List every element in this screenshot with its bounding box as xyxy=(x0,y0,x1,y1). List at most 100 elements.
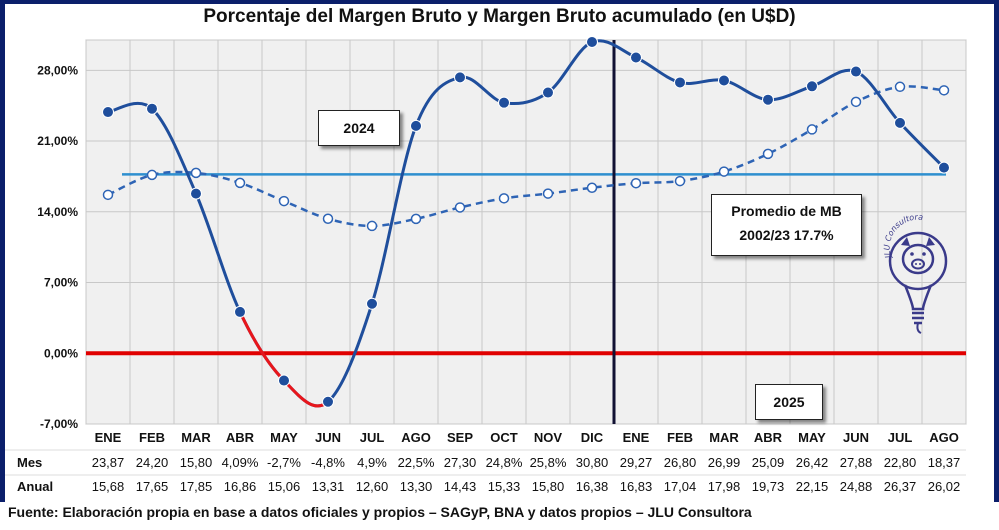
table-cell-mes: 29,27 xyxy=(620,455,653,470)
series-mes-point xyxy=(674,76,686,89)
x-tick-label: ENE xyxy=(95,430,122,445)
table-cell-mes: -4,8% xyxy=(311,455,345,470)
table-cell-anual: 16,83 xyxy=(620,479,653,494)
x-tick-label: ABR xyxy=(226,430,255,445)
x-tick-label: JUL xyxy=(360,430,385,445)
series-mes-point xyxy=(498,96,510,109)
series-anual-point xyxy=(674,175,686,187)
series-anual-point xyxy=(806,124,818,135)
table-cell-anual: 15,33 xyxy=(488,479,521,494)
table-cell-mes: 27,88 xyxy=(840,455,873,470)
series-anual-point xyxy=(630,177,642,189)
table-cell-mes: 25,09 xyxy=(752,455,785,470)
series-anual-point xyxy=(102,189,114,201)
table-cell-mes: 27,30 xyxy=(444,455,477,470)
series-mes-point xyxy=(586,36,598,49)
series-mes-point xyxy=(102,106,114,119)
y-tick-label: 7,00% xyxy=(44,276,78,290)
table-cell-anual: 19,73 xyxy=(752,479,785,494)
table-cell-anual: 26,37 xyxy=(884,479,917,494)
x-tick-label: ENE xyxy=(623,430,650,445)
series-anual-point xyxy=(366,220,378,232)
series-anual-point xyxy=(938,85,950,96)
series-mes-point xyxy=(234,305,246,318)
table-cell-anual: 14,43 xyxy=(444,479,477,494)
average-annotation-line2: 2002/23 17.7% xyxy=(739,227,834,243)
table-cell-mes: 30,80 xyxy=(576,455,609,470)
table-cell-anual: 15,06 xyxy=(268,479,301,494)
pig-lightbulb-icon: JLU Consultora xyxy=(883,212,948,334)
series-mes-point xyxy=(146,102,158,115)
series-mes-point xyxy=(850,65,862,78)
chart-panel: Porcentaje del Margen Bruto y Margen Bru… xyxy=(5,4,994,502)
table-cell-mes: 23,87 xyxy=(92,455,125,470)
table-cell-anual: 16,38 xyxy=(576,479,609,494)
series-anual-point xyxy=(278,195,290,207)
table-cell-mes: 25,8% xyxy=(530,455,567,470)
series-mes-point xyxy=(938,161,950,174)
series-mes-point xyxy=(366,297,378,310)
table-cell-anual: 24,88 xyxy=(840,479,873,494)
x-tick-label: NOV xyxy=(534,430,563,445)
x-tick-label: OCT xyxy=(490,430,518,445)
series-anual-point xyxy=(190,167,202,179)
series-anual-point xyxy=(586,182,598,193)
table-cell-anual: 22,15 xyxy=(796,479,829,494)
table-cell-mes: 24,8% xyxy=(486,455,523,470)
source-bar xyxy=(0,502,999,530)
average-annotation-line1: Promedio de MB xyxy=(731,203,842,219)
series-anual-point xyxy=(762,148,774,160)
chart-title: Porcentaje del Margen Bruto y Margen Bru… xyxy=(203,6,796,27)
y-tick-label: -7,00% xyxy=(40,417,78,431)
table-cell-mes: 22,5% xyxy=(398,455,435,470)
x-tick-label: MAY xyxy=(270,430,298,445)
year-2025-label: 2025 xyxy=(755,384,823,420)
series-mes-point xyxy=(454,71,466,84)
x-tick-label: ABR xyxy=(754,430,783,445)
x-tick-label: JUL xyxy=(888,430,913,445)
table-cell-anual: 15,80 xyxy=(532,479,565,494)
y-tick-label: 28,00% xyxy=(37,63,78,77)
table-cell-anual: 16,86 xyxy=(224,479,257,494)
series-anual-point xyxy=(146,169,158,181)
series-mes-point xyxy=(630,51,642,64)
series-mes-point xyxy=(410,119,422,132)
series-mes-point xyxy=(806,80,818,93)
series-anual-point xyxy=(498,193,510,204)
series-anual-point xyxy=(234,177,246,189)
table-cell-anual: 17,65 xyxy=(136,479,169,494)
x-tick-label: AGO xyxy=(401,430,431,445)
x-tick-label: DIC xyxy=(581,430,604,445)
series-mes-point xyxy=(894,116,906,129)
table-cell-mes: 22,80 xyxy=(884,455,917,470)
x-tick-label: AGO xyxy=(929,430,959,445)
table-cell-mes: 15,80 xyxy=(180,455,213,470)
y-tick-label: 21,00% xyxy=(37,134,78,148)
table-cell-mes: 26,80 xyxy=(664,455,697,470)
table-cell-anual: 13,31 xyxy=(312,479,345,494)
table-cell-mes: 4,9% xyxy=(357,455,387,470)
series-mes-point xyxy=(718,74,730,87)
series-anual-point xyxy=(718,166,730,177)
average-annotation: Promedio de MB 2002/23 17.7% xyxy=(711,194,862,256)
table-cell-mes: 18,37 xyxy=(928,455,961,470)
series-anual-point xyxy=(410,213,422,225)
series-anual-point xyxy=(454,202,466,213)
x-tick-label: JUN xyxy=(315,430,341,445)
table-row-label: Mes xyxy=(17,455,42,470)
series-mes-point xyxy=(322,395,334,408)
table-cell-mes: 26,42 xyxy=(796,455,829,470)
source-note: Fuente: Elaboración propia en base a dat… xyxy=(8,504,752,520)
y-tick-label: 14,00% xyxy=(37,205,78,219)
table-row-label: Anual xyxy=(17,479,53,494)
x-tick-label: SEP xyxy=(447,430,473,445)
series-mes-point xyxy=(278,374,290,387)
x-tick-label: MAY xyxy=(798,430,826,445)
x-tick-label: FEB xyxy=(139,430,165,445)
table-cell-anual: 12,60 xyxy=(356,479,389,494)
series-anual-point xyxy=(322,213,334,225)
table-cell-anual: 17,04 xyxy=(664,479,697,494)
x-tick-label: MAR xyxy=(181,430,211,445)
series-anual-point xyxy=(894,81,906,93)
table-cell-mes: 24,20 xyxy=(136,455,169,470)
